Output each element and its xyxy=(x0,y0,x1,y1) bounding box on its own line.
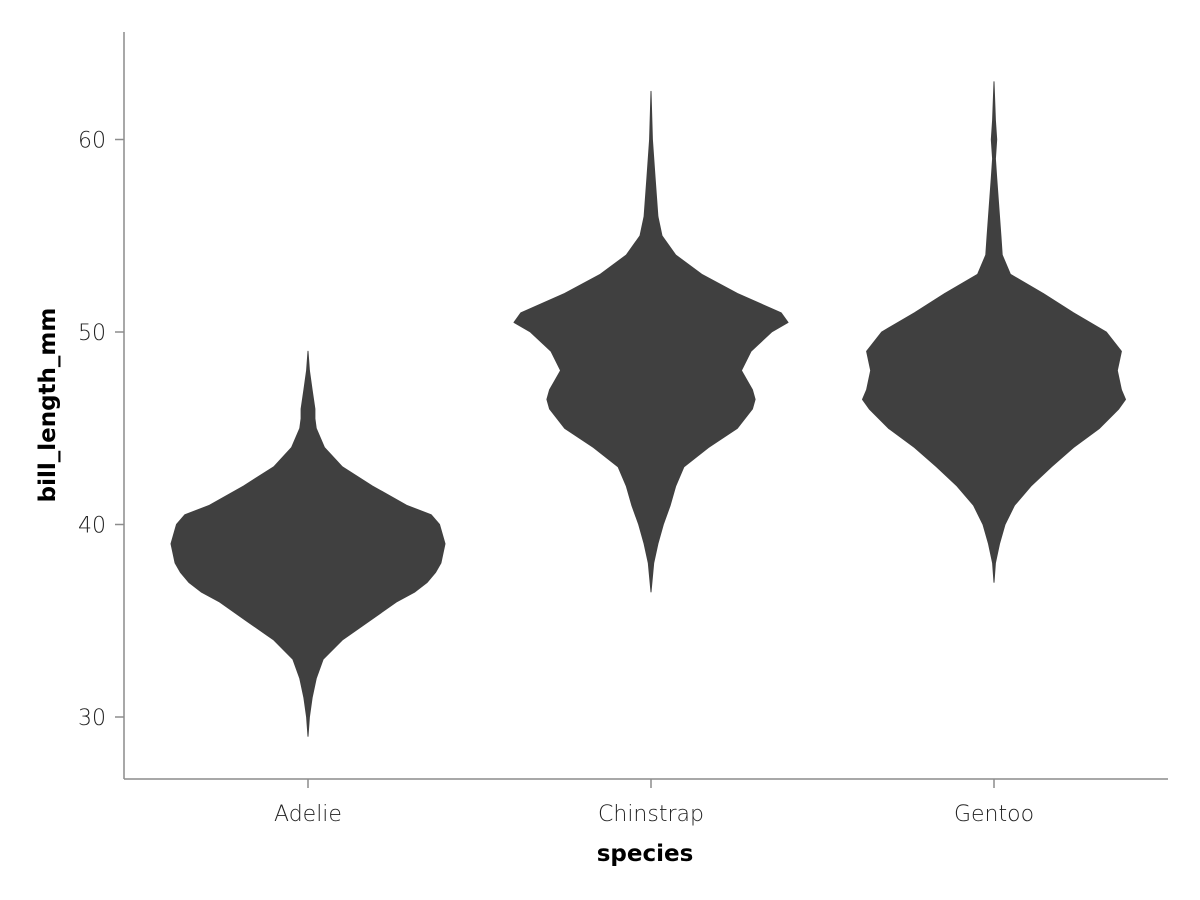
x-tick-label-chinstrap: Chinstrap xyxy=(598,802,704,827)
y-tick-label-60: 60 xyxy=(78,129,106,154)
y-tick-label-30: 30 xyxy=(78,706,106,731)
y-tick-label-50: 50 xyxy=(78,321,106,346)
violin-gentoo xyxy=(862,81,1126,583)
x-axis-ticks: Adelie Chinstrap Gentoo xyxy=(274,779,1034,827)
y-axis-title: bill_length_mm xyxy=(35,308,61,503)
x-tick-label-gentoo: Gentoo xyxy=(954,802,1034,827)
violin-chinstrap xyxy=(513,90,789,593)
y-tick-label-40: 40 xyxy=(78,514,106,539)
plot-area xyxy=(170,81,1126,737)
x-tick-label-adelie: Adelie xyxy=(274,802,342,827)
x-axis-title: species xyxy=(597,841,694,867)
violin-adelie xyxy=(170,350,446,737)
y-axis-ticks: 30 40 50 60 xyxy=(78,129,124,731)
